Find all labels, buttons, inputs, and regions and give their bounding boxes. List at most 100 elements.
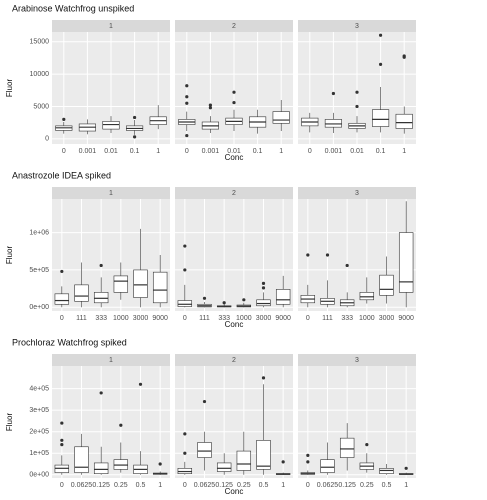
strip — [175, 354, 293, 366]
y-tick-label: 2e+05 — [29, 429, 49, 436]
outlier — [402, 54, 406, 58]
outlier — [331, 91, 335, 96]
x-tick-label: 0.1 — [253, 148, 263, 155]
x-tick-label: 111 — [199, 315, 210, 322]
y-tick-label: 5000 — [33, 103, 49, 110]
facet-label: 1 — [109, 23, 113, 30]
y-tick-label: 3e+05 — [29, 407, 49, 414]
box — [324, 119, 342, 128]
outlier — [365, 443, 369, 447]
chart-title: Arabinose Watchfrog unspiked — [12, 3, 134, 13]
outlier — [232, 90, 236, 94]
outlier — [158, 462, 162, 466]
y-tick-label: 4e+05 — [29, 385, 49, 392]
x-tick-label: 1 — [156, 148, 160, 155]
outlier — [60, 438, 64, 442]
outlier — [133, 135, 137, 139]
y-axis-label: Fluor — [5, 79, 14, 98]
outlier — [183, 268, 187, 272]
outlier — [379, 62, 383, 66]
box — [93, 462, 109, 474]
x-axis-label: Conc — [225, 320, 244, 329]
box — [152, 271, 168, 304]
x-tick-label: 1000 — [236, 315, 252, 322]
chart-title: Anastrozole IDEA spiked — [12, 170, 111, 180]
y-tick-label: 0 — [45, 136, 49, 143]
x-tick-label: 3000 — [133, 315, 149, 322]
outlier — [183, 451, 187, 455]
facet-label: 3 — [355, 190, 359, 197]
box — [379, 274, 394, 296]
outlier — [202, 296, 207, 300]
outlier — [185, 101, 189, 105]
x-tick-label: 1 — [279, 148, 283, 155]
x-axis-label: Conc — [225, 487, 244, 496]
x-axis-label: Conc — [225, 153, 244, 162]
x-tick-label: 3000 — [256, 315, 272, 322]
outlier — [133, 115, 137, 120]
panel — [175, 366, 293, 478]
x-tick-label: 0 — [62, 148, 66, 155]
x-tick-label: 0.0625 — [71, 482, 93, 489]
outlier — [355, 90, 359, 94]
x-tick-label: 0.0625 — [317, 482, 339, 489]
x-tick-label: 0.001 — [79, 148, 97, 155]
outlier — [222, 301, 226, 305]
outlier — [306, 253, 310, 257]
x-tick-label: 0.01 — [227, 148, 241, 155]
x-tick-label: 0.01 — [104, 148, 118, 155]
box — [272, 111, 290, 124]
facet-label: 1 — [109, 190, 113, 197]
facet-label: 3 — [355, 357, 359, 364]
outlier — [60, 269, 64, 274]
x-tick-label: 0.0625 — [194, 482, 216, 489]
x-tick-label: 1 — [402, 148, 406, 155]
x-tick-label: 9000 — [398, 315, 414, 322]
x-tick-label: 0 — [183, 482, 187, 489]
x-tick-label: 1 — [158, 482, 162, 489]
x-tick-label: 1 — [404, 482, 408, 489]
y-tick-label: 15000 — [30, 39, 50, 46]
x-tick-label: 111 — [322, 315, 333, 322]
y-tick-label: 0e+00 — [29, 304, 49, 311]
x-tick-label: 3000 — [379, 315, 395, 322]
x-tick-label: 0.5 — [136, 482, 146, 489]
outlier — [306, 453, 310, 457]
x-tick-label: 9000 — [152, 315, 168, 322]
strip — [52, 187, 170, 199]
outlier — [404, 466, 408, 470]
outlier — [185, 95, 189, 99]
outlier — [232, 100, 236, 105]
x-tick-label: 333 — [218, 315, 230, 322]
panel — [52, 199, 170, 311]
outlier — [208, 103, 212, 107]
box — [216, 462, 232, 472]
strip — [298, 187, 416, 199]
strip — [298, 354, 416, 366]
box — [359, 292, 375, 301]
x-tick-label: 9000 — [275, 315, 291, 322]
facet-label: 2 — [232, 357, 236, 364]
outlier — [183, 432, 187, 436]
x-tick-label: 0.1 — [376, 148, 386, 155]
x-tick-label: 0 — [306, 482, 310, 489]
x-tick-label: 0.25 — [360, 482, 374, 489]
x-tick-label: 1000 — [359, 315, 375, 322]
outlier — [99, 263, 103, 268]
box — [236, 450, 252, 471]
x-tick-label: 333 — [95, 315, 107, 322]
box — [372, 109, 390, 127]
outlier — [325, 253, 330, 257]
facet-label: 1 — [109, 357, 113, 364]
outlier — [261, 376, 266, 380]
box — [133, 269, 148, 298]
chart-title: Prochloraz Watchfrog spiked — [12, 337, 127, 347]
facet-label: 2 — [232, 23, 236, 30]
outlier — [208, 106, 212, 110]
strip — [175, 187, 293, 199]
outlier — [183, 244, 187, 248]
outlier — [185, 84, 189, 88]
x-tick-label: 0.125 — [338, 482, 356, 489]
outlier — [62, 117, 66, 121]
